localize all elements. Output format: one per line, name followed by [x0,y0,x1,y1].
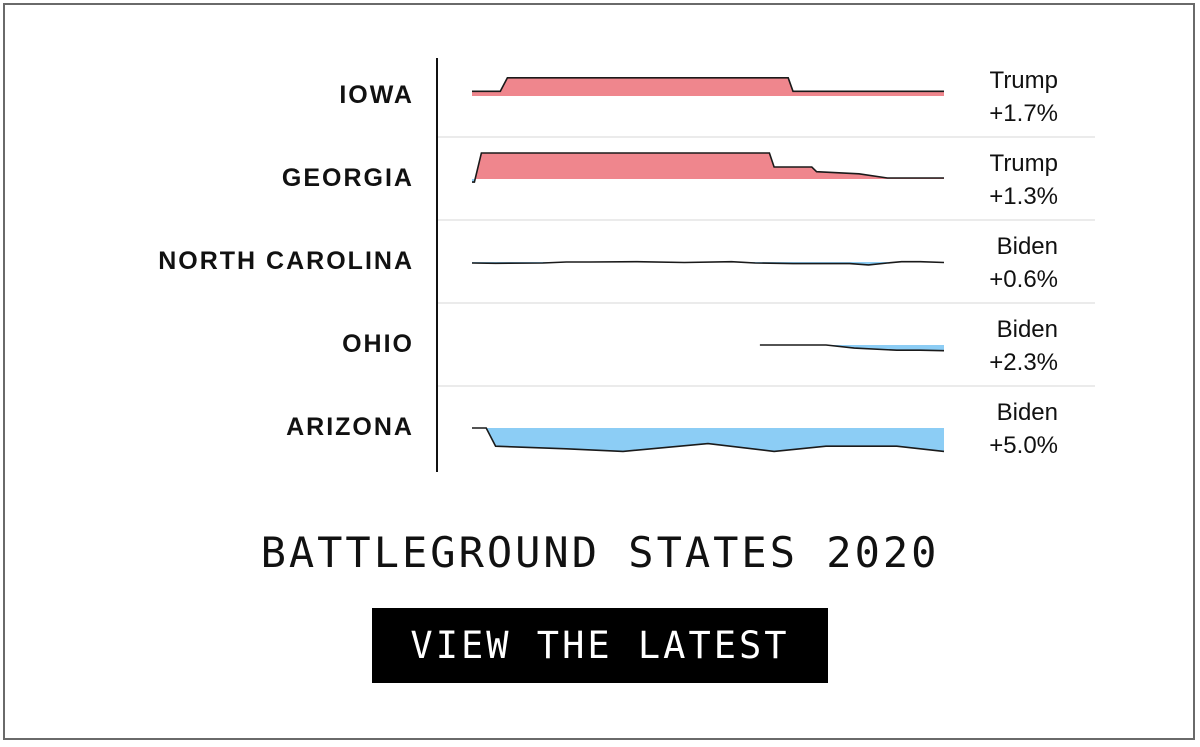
sparkline-arizona [472,427,945,453]
leader-text: Trump +1.3% [948,147,1058,213]
margin-line [471,260,945,266]
leader-name: Biden [996,316,1058,343]
sparkline-georgia [472,152,944,183]
row-divider [438,302,1095,304]
biden-lead-area [759,345,944,351]
sparkline-iowa [472,77,944,96]
leader-margin: +1.3% [989,183,1058,210]
margin-line [759,344,945,352]
page-title: BATTLEGROUND STATES 2020 [260,528,940,577]
leader-name: Biden [996,233,1058,260]
leader-name: Biden [996,399,1058,426]
biden-lead-area [472,262,944,265]
leader-name: Trump [989,67,1058,94]
sparkline-north-carolina [471,260,945,266]
margin-line [472,427,945,453]
leader-text: Biden +5.0% [948,396,1058,462]
leader-text: Biden +2.3% [948,313,1058,379]
row-divider [438,385,1095,387]
row-divider [438,219,1095,221]
chart-axis-line [436,58,438,472]
trump-lead-area [472,153,944,179]
state-label: NORTH CAROLINA [158,247,414,275]
state-label: IOWA [339,81,414,109]
leader-name: Trump [989,150,1058,177]
leader-text: Biden +0.6% [948,230,1058,296]
leader-margin: +5.0% [989,432,1058,459]
sparkline-ohio [759,344,945,352]
state-label: OHIO [342,330,414,358]
margin-line [472,152,944,183]
leader-margin: +2.3% [989,349,1058,376]
state-label: GEORGIA [281,164,414,192]
margin-line [472,77,944,93]
leader-margin: +1.7% [989,100,1058,127]
trump-lead-area [472,77,944,96]
view-latest-button[interactable]: VIEW THE LATEST [372,608,828,683]
leader-margin: +0.6% [989,266,1058,293]
state-label: ARIZONA [286,413,414,441]
leader-text: Trump +1.7% [948,64,1058,130]
row-divider [438,136,1095,138]
